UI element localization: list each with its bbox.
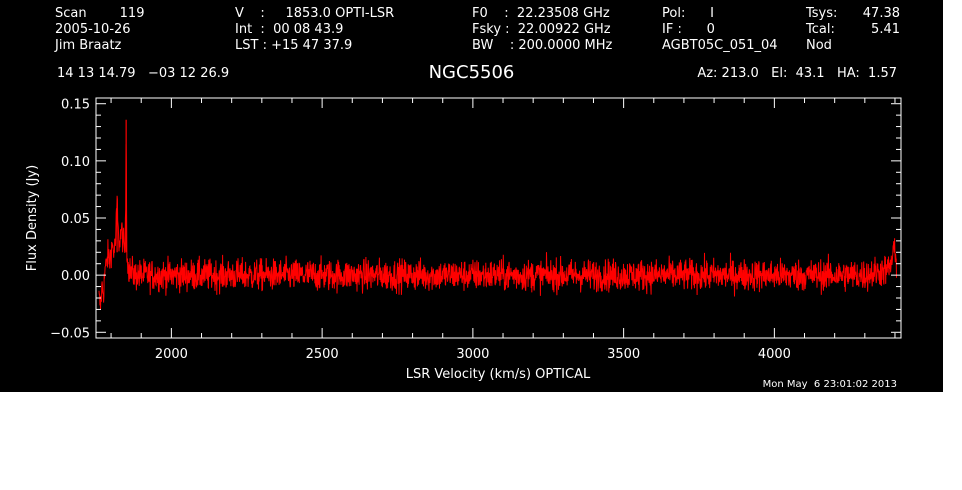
observer-label: Jim Braatz: [55, 38, 122, 53]
x-tick-label: 4000: [758, 347, 791, 362]
plot-timestamp: Mon May 6 23:01:02 2013: [762, 379, 897, 390]
integration-label: Int : 00 08 43.9: [235, 22, 344, 37]
nod-label: Nod: [806, 38, 832, 53]
velocity-label: V : 1853.0 OPTI-LSR: [235, 6, 395, 21]
tsys-label: Tsys:: [806, 6, 838, 21]
target-name: NGC5506: [428, 62, 515, 83]
y-ticks: −0.05 0.00 0.05 0.10 0.15: [50, 98, 901, 341]
y-axis-title: Flux Density (Jy): [25, 165, 40, 271]
y-tick-label: 0.10: [61, 155, 90, 170]
az-el-ha: Az: 213.0 El: 43.1 HA: 1.57: [697, 66, 897, 81]
y-tick-label: 0.00: [61, 269, 90, 284]
date-label: 2005-10-26: [55, 22, 131, 37]
if-label: IF : 0: [662, 22, 715, 37]
bandwidth-label: BW : 200.0000 MHz: [472, 38, 613, 53]
x-ticks: 2000 2500 3000 3500 4000: [110, 98, 896, 362]
polarization-label: Pol: I: [662, 6, 714, 21]
y-tick-label: −0.05: [50, 326, 90, 341]
tcal-label: Tcal:: [806, 22, 835, 37]
rest-frequency-label: F0 : 22.23508 GHz: [472, 6, 610, 21]
ra-dec-coordinates: 14 13 14.79 −03 12 26.9: [57, 66, 230, 81]
plot-frame: [95, 97, 902, 339]
plot-panel: Scan 119 2005-10-26 Jim Braatz V : 1853.…: [0, 0, 943, 392]
x-tick-label: 2500: [306, 347, 339, 362]
tsys-value: 47.38: [862, 6, 900, 21]
scan-label: Scan 119: [55, 6, 145, 21]
trace-layer: [98, 119, 897, 310]
x-tick-label: 3000: [456, 347, 489, 362]
y-tick-label: 0.05: [61, 212, 90, 227]
x-tick-label: 3500: [607, 347, 640, 362]
tcal-value: 5.41: [871, 22, 900, 37]
y-tick-label: 0.15: [61, 98, 90, 113]
x-tick-label: 2000: [155, 347, 188, 362]
x-axis-title: LSR Velocity (km/s) OPTICAL: [406, 367, 591, 382]
spectrum-chart: 2000 2500 3000 3500 4000 −0.05 0.00 0.05 0.10 0.…: [25, 97, 902, 382]
project-label: AGBT05C_051_04: [662, 38, 778, 53]
lst-label: LST : +15 47 37.9: [235, 38, 353, 53]
spectrum-trace: [98, 144, 897, 310]
sky-frequency-label: Fsky : 22.00922 GHz: [472, 22, 611, 37]
